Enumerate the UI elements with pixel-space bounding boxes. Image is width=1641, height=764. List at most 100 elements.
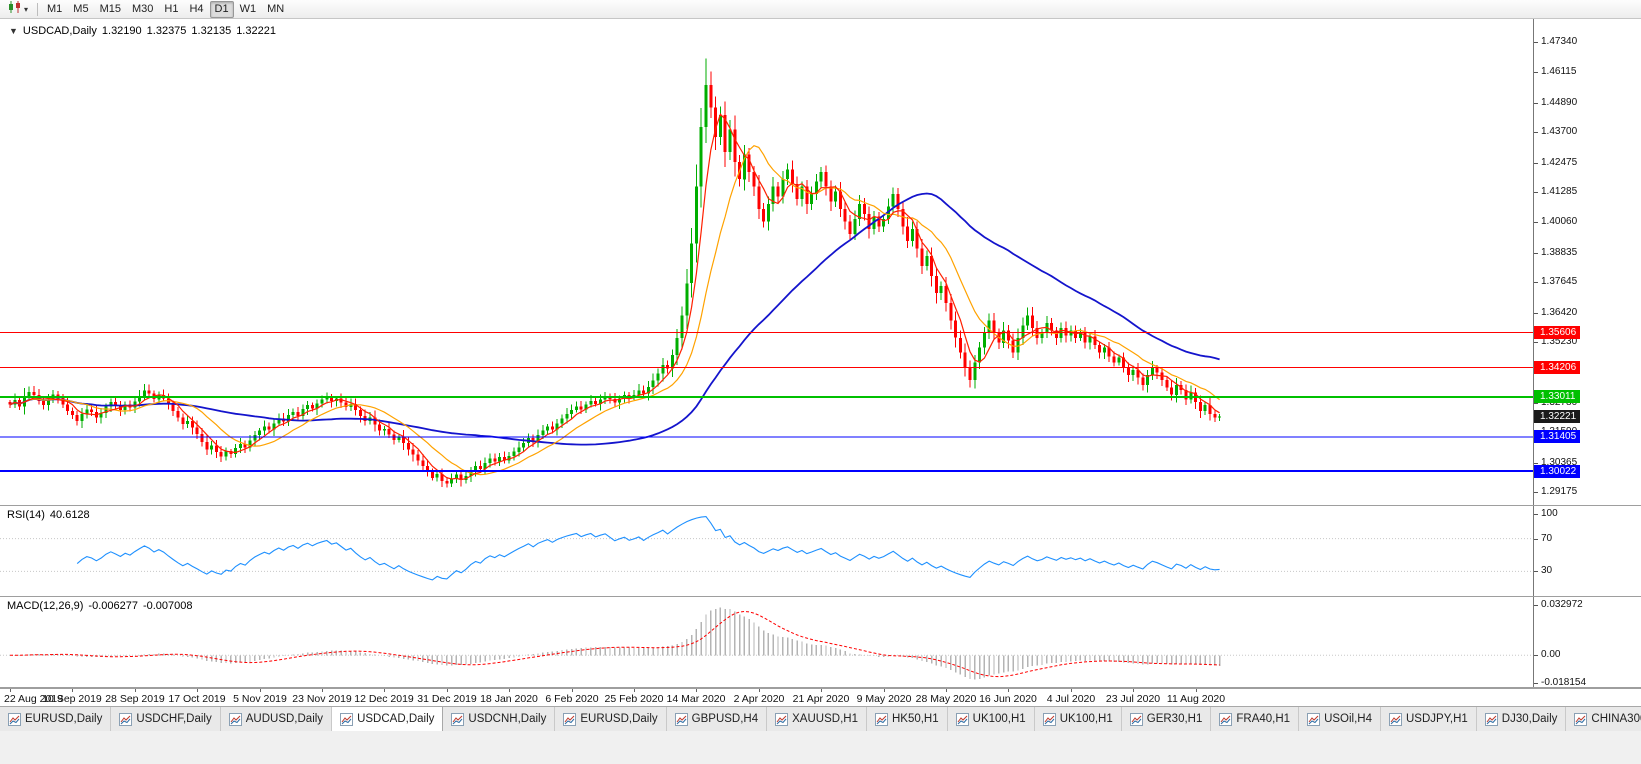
- price-axis-label: 1.47340: [1541, 36, 1578, 47]
- price-axis-tick: [1534, 103, 1538, 104]
- chart-title: ▼ USDCAD,Daily 1.32190 1.32375 1.32135 1…: [7, 25, 276, 37]
- date-tick: [696, 689, 697, 692]
- price-axis-tick: [1534, 163, 1538, 164]
- chart-tab-label: USDCHF,Daily: [136, 713, 212, 725]
- chart-tab-label: USDJPY,H1: [1406, 713, 1468, 725]
- date-label: 12 Dec 2019: [354, 693, 414, 705]
- date-label: 10 Sep 2019: [42, 693, 102, 705]
- chart-tab-label: USDCNH,Daily: [468, 713, 547, 725]
- date-tick: [1071, 689, 1072, 692]
- rsi-value: 40.6128: [49, 509, 90, 521]
- price-axis-tick: [1534, 282, 1538, 283]
- chart-tab-icon: [119, 712, 133, 726]
- price-axis-label: 1.44890: [1541, 97, 1578, 108]
- date-label: 14 Mar 2020: [666, 693, 726, 705]
- chart-tab-icon: [340, 712, 354, 726]
- timeframe-button-m30[interactable]: M30: [131, 3, 154, 15]
- panel-separator[interactable]: [0, 596, 1641, 597]
- price-axis[interactable]: 1.47340 1.46115 1.44890 1.43700 1.42475 1.412…: [1533, 19, 1641, 688]
- rsi-axis-tick: [1534, 571, 1538, 572]
- price-axis-label: 1.38835: [1541, 247, 1578, 258]
- rsi-axis-tick: [1534, 539, 1538, 540]
- toolbar-separator: [37, 2, 39, 16]
- chart-tab-icon: [955, 712, 969, 726]
- chart-type-button[interactable]: ▾: [3, 1, 33, 18]
- chart-tab-usdchf-daily[interactable]: USDCHF,Daily: [111, 707, 221, 731]
- chart-tab-usdcnh-daily[interactable]: USDCNH,Daily: [443, 707, 556, 731]
- chart-tab-hk50-h1[interactable]: HK50,H1: [867, 707, 948, 731]
- rsi-indicator-panel[interactable]: [0, 506, 1533, 596]
- chart-tab-fra40-h1[interactable]: FRA40,H1: [1211, 707, 1300, 731]
- timeframe-button-mn[interactable]: MN: [267, 3, 285, 15]
- chart-tab-china300-h1[interactable]: CHINA300,H1: [1566, 707, 1641, 731]
- timeframe-button-m1[interactable]: M1: [47, 3, 63, 15]
- chart-tab-audusd-daily[interactable]: AUDUSD,Daily: [221, 707, 333, 731]
- timeframe-button-h4[interactable]: H4: [189, 3, 204, 15]
- date-tick: [10, 689, 11, 692]
- chart-tab-icon: [674, 712, 688, 726]
- price-axis-tick: [1534, 403, 1538, 404]
- macd-main-value: -0.006277: [88, 600, 138, 612]
- chart-tab-icon: [1389, 712, 1402, 726]
- chart-tab-icon: [8, 712, 21, 726]
- hline-price-tag: 1.34206: [1534, 361, 1580, 374]
- date-label: 28 Sep 2019: [105, 693, 165, 705]
- chart-tab-xauusd-h1[interactable]: XAUUSD,H1: [767, 707, 867, 731]
- price-axis-tick: [1534, 72, 1538, 73]
- price-axis-tick: [1534, 132, 1538, 133]
- date-tick: [572, 689, 573, 692]
- date-tick: [260, 689, 261, 692]
- chart-tab-label: XAUUSD,H1: [792, 713, 858, 725]
- chart-tab-icon: [1042, 712, 1056, 726]
- date-tick: [1008, 689, 1009, 692]
- panel-separator[interactable]: [0, 505, 1641, 506]
- chart-tab-label: HK50,H1: [891, 713, 939, 725]
- chart-tab-label: FRA40,H1: [1236, 713, 1291, 725]
- rsi-label: RSI(14) 40.6128: [7, 509, 90, 521]
- chart-tab-label: USOil,H4: [1324, 713, 1372, 725]
- hline-price-tag: 1.31405: [1534, 430, 1580, 443]
- panel-separator: [0, 687, 1641, 688]
- date-axis[interactable]: 22 Aug 2019 10 Sep 2019 28 Sep 2019 17 Oct …: [0, 688, 1641, 706]
- chart-tab-gbpusd-h4[interactable]: GBPUSD,H4: [667, 707, 768, 731]
- timeframe-button-d1[interactable]: D1: [209, 0, 234, 18]
- price-axis-tick: [1534, 192, 1538, 193]
- date-tick: [1196, 689, 1197, 692]
- chart-tab-usdjpy-h1[interactable]: USDJPY,H1: [1381, 707, 1477, 731]
- chart-tab-icon: [563, 712, 577, 726]
- timeframe-button-w1[interactable]: W1: [239, 3, 257, 15]
- chart-menu-icon[interactable]: ▼: [9, 26, 18, 36]
- price-axis-label: 1.40060: [1541, 216, 1578, 227]
- macd-axis-label: -0.018154: [1541, 677, 1587, 688]
- chart-tab-uk100-h1[interactable]: UK100,H1: [948, 707, 1035, 731]
- date-tick: [72, 689, 73, 692]
- chart-tab-dj30-daily[interactable]: DJ30,Daily: [1477, 707, 1567, 731]
- ohlc-close: 1.32221: [236, 25, 276, 37]
- chart-tab-usdcad-daily[interactable]: USDCAD,Daily: [332, 707, 444, 731]
- date-label: 23 Nov 2019: [292, 693, 352, 705]
- date-label: 11 Aug 2020: [1166, 693, 1226, 705]
- price-axis-label: 1.37645: [1541, 276, 1578, 287]
- chart-tab-eurusd-daily[interactable]: EURUSD,Daily: [555, 707, 667, 731]
- date-label: 21 Apr 2020: [792, 693, 850, 705]
- macd-indicator-panel[interactable]: [0, 597, 1533, 687]
- price-axis-tick: [1534, 492, 1538, 493]
- date-label: 25 Feb 2020: [604, 693, 664, 705]
- price-axis-tick: [1534, 313, 1538, 314]
- chart-tab-eurusd-daily[interactable]: EURUSD,Daily: [0, 707, 112, 731]
- timeframe-button-m5[interactable]: M5: [73, 3, 89, 15]
- date-label: 23 Jul 2020: [1105, 693, 1161, 705]
- chart-tab-ger30-h1[interactable]: GER30,H1: [1122, 707, 1212, 731]
- chart-tab-label: AUDUSD,Daily: [245, 713, 324, 725]
- chart-tab-uk100-h1[interactable]: UK100,H1: [1035, 707, 1122, 731]
- timeframe-button-m15[interactable]: M15: [99, 3, 121, 15]
- rsi-axis-label: 70: [1541, 533, 1553, 544]
- macd-axis-label: 0.032972: [1541, 599, 1583, 610]
- date-tick: [821, 689, 822, 692]
- chart-tab-icon: [775, 712, 789, 726]
- date-tick: [322, 689, 323, 692]
- main-price-chart[interactable]: [0, 19, 1533, 505]
- chart-tab-usoil-h4[interactable]: USOil,H4: [1299, 707, 1381, 731]
- price-axis-tick: [1534, 42, 1538, 43]
- timeframe-button-h1[interactable]: H1: [164, 3, 179, 15]
